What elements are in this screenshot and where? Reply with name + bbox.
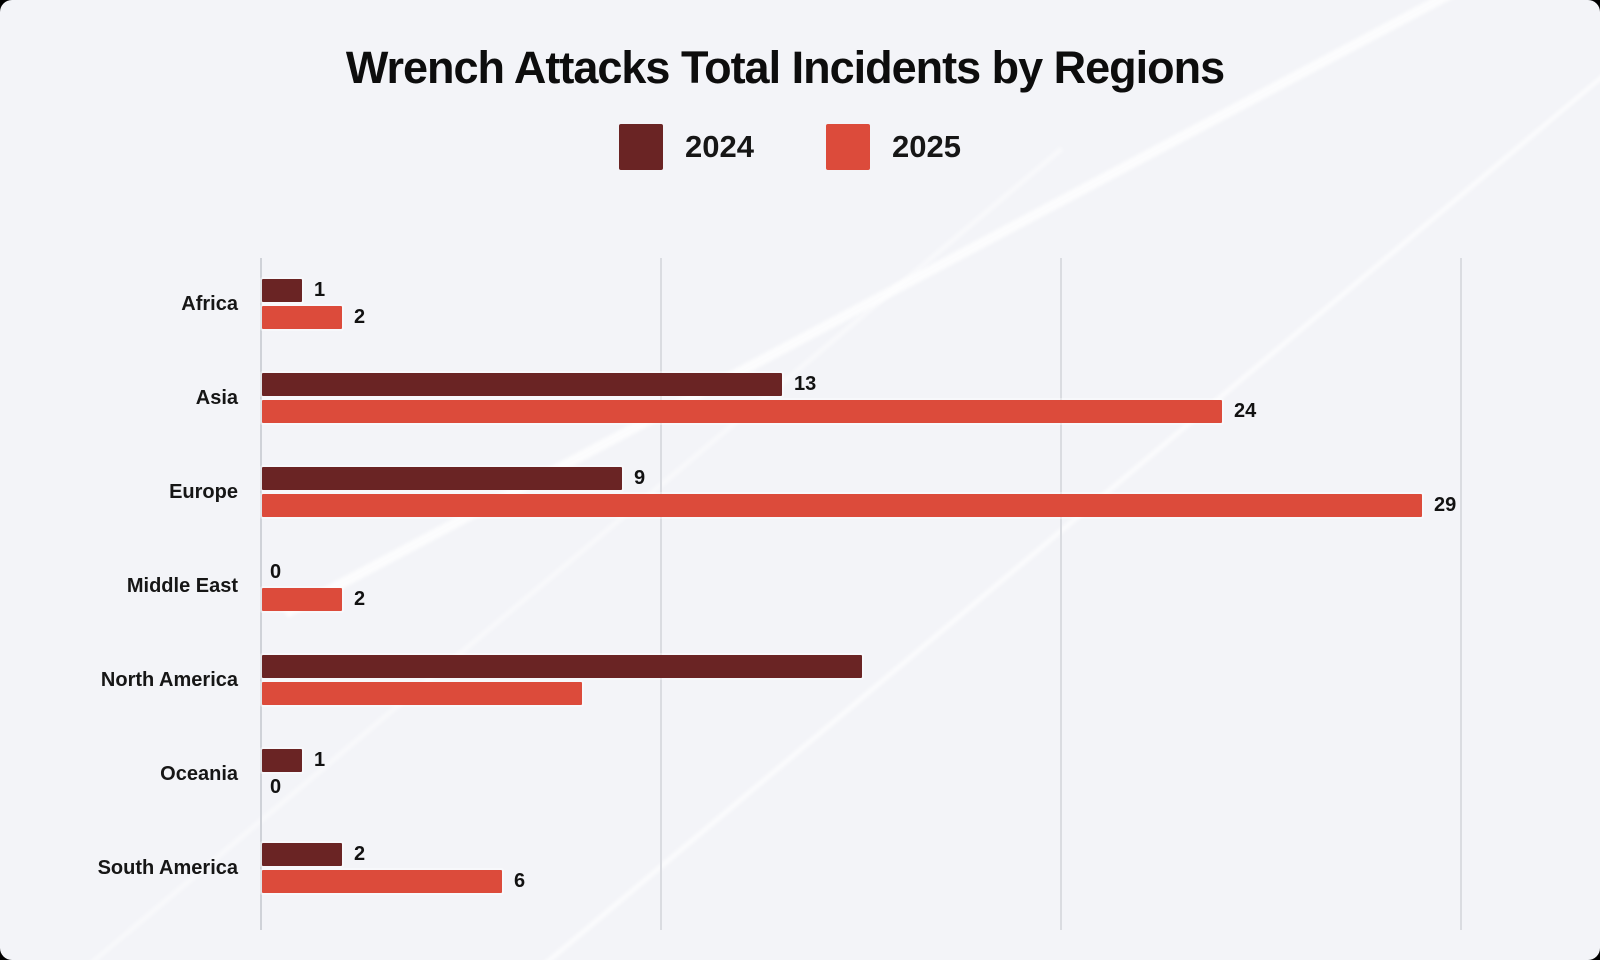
bars-group <box>262 633 1600 727</box>
category-label: South America <box>97 856 238 879</box>
category-label: Middle East <box>126 574 238 597</box>
value-label-2024-oceania: 1 <box>314 749 326 771</box>
chart-title: Wrench Attacks Total Incidents by Region… <box>345 42 1225 93</box>
bar-2024-asia <box>262 373 782 396</box>
bars-group: 9 29 <box>262 445 1600 539</box>
legend-label: 2024 <box>685 129 754 164</box>
value-label-2025-oceania: 0 <box>270 776 282 798</box>
bar-2024-oceania <box>262 749 302 772</box>
chart-row-africa: Africa 1 2 <box>0 257 1600 351</box>
chart-row-middle-east: Middle East 0 2 <box>0 539 1600 633</box>
value-label-2024-europe: 9 <box>634 467 646 489</box>
category-label: Europe <box>169 480 238 503</box>
category-label: North America <box>100 668 238 691</box>
bar-2025-middle-east <box>262 588 342 611</box>
gridline-10 <box>660 258 662 930</box>
bar-2025-europe <box>262 494 1422 517</box>
legend-swatch-2024 <box>619 124 664 170</box>
value-label-2025-europe: 29 <box>1434 494 1457 516</box>
value-label-2024-south-america: 2 <box>354 843 366 865</box>
category-label: Oceania <box>160 762 238 785</box>
value-label-2025-south-america: 6 <box>514 870 526 892</box>
bar-2024-europe <box>262 467 622 490</box>
chart-row-asia: Asia 13 24 <box>0 351 1600 445</box>
bar-2024-africa <box>262 279 302 302</box>
gridline-30 <box>1460 258 1462 930</box>
bar-2025-asia <box>262 400 1222 423</box>
chart-row-oceania: Oceania 1 0 <box>0 727 1600 821</box>
bar-2024-north-america <box>262 655 862 678</box>
y-axis-line <box>260 258 262 930</box>
category-label: Africa <box>181 292 238 315</box>
value-label-2024-asia: 13 <box>794 373 817 395</box>
value-label-2025-africa: 2 <box>354 306 366 328</box>
chart-row-europe: Europe 9 29 <box>0 445 1600 539</box>
bar-2025-africa <box>262 306 342 329</box>
value-label-2024-africa: 1 <box>314 279 326 301</box>
value-label-2025-middle-east: 2 <box>354 588 366 610</box>
category-label: Asia <box>195 386 238 409</box>
bars-group: 13 24 <box>262 351 1600 445</box>
chart-row-south-america: South America 2 6 <box>0 821 1600 915</box>
legend-item-2024: 2024 <box>619 124 754 170</box>
bar-2025-south-america <box>262 870 502 893</box>
legend-item-2025: 2025 <box>826 124 961 170</box>
chart-row-north-america: North America <box>0 633 1600 727</box>
bar-2025-north-america <box>262 682 582 705</box>
value-label-2025-asia: 24 <box>1234 400 1257 422</box>
chart-legend: 2024 2025 <box>0 122 1580 172</box>
legend-swatch-2025 <box>826 124 870 170</box>
bar-2024-south-america <box>262 843 342 866</box>
value-label-2024-middle-east: 0 <box>270 561 282 583</box>
legend-label: 2025 <box>892 129 961 164</box>
gridline-20 <box>1060 258 1062 930</box>
